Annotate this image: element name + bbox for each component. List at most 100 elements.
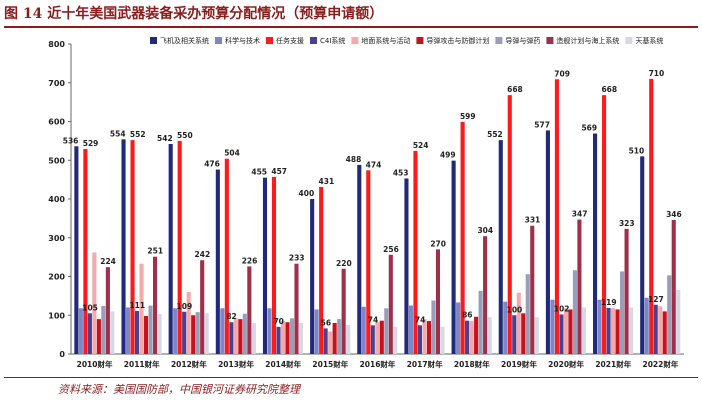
bar xyxy=(388,254,393,354)
bar xyxy=(366,170,371,354)
data-label: 304 xyxy=(477,226,493,235)
bar xyxy=(456,302,461,354)
bar xyxy=(247,266,252,354)
x-tick-label: 2020财年 xyxy=(548,359,584,369)
legend-item: 导弹攻击与防御计划 xyxy=(416,36,489,45)
data-label: 242 xyxy=(195,250,211,259)
data-label: 488 xyxy=(346,155,362,164)
x-tick-label: 2018财年 xyxy=(454,359,490,369)
data-label: 56 xyxy=(321,318,331,327)
bar xyxy=(465,320,470,354)
bar xyxy=(96,319,101,354)
data-label: 457 xyxy=(271,167,287,176)
data-label: 346 xyxy=(666,210,682,219)
x-tick-label: 2011财年 xyxy=(124,359,160,369)
data-label: 569 xyxy=(581,124,597,133)
legend-item: C4I系统 xyxy=(310,36,345,45)
bar xyxy=(182,311,187,354)
data-labels: 536 529 105 224 554 552 111 251 542 550 109 242 476 5… xyxy=(63,69,682,328)
bar xyxy=(370,325,375,354)
data-label: 504 xyxy=(224,149,240,158)
legend-swatch xyxy=(495,37,503,44)
bar xyxy=(87,313,92,354)
bar xyxy=(503,301,508,354)
legend-swatch xyxy=(150,37,157,44)
legend-item: 天基系统 xyxy=(625,36,663,45)
legend-swatch xyxy=(351,37,359,44)
bar xyxy=(624,228,629,354)
data-label: 109 xyxy=(177,302,193,311)
bar xyxy=(676,290,681,354)
data-label: 86 xyxy=(462,311,472,320)
legend-label: C4I系统 xyxy=(320,36,345,45)
bar xyxy=(435,249,441,354)
x-tick-label: 2019财年 xyxy=(501,359,537,369)
bar xyxy=(152,256,158,354)
data-label: 111 xyxy=(129,301,145,310)
data-label: 599 xyxy=(460,112,476,121)
y-tick-label: 200 xyxy=(48,273,65,282)
bar xyxy=(341,268,346,354)
data-label: 453 xyxy=(393,168,409,177)
y-tick-label: 400 xyxy=(48,195,65,204)
x-tick-label: 2016财年 xyxy=(360,359,396,369)
bar xyxy=(597,299,602,354)
bar xyxy=(346,324,351,354)
bar xyxy=(644,297,649,354)
bar xyxy=(215,169,220,354)
data-label: 554 xyxy=(110,129,126,138)
bar xyxy=(148,305,153,354)
bar xyxy=(229,322,234,354)
legend-swatch xyxy=(416,37,424,44)
bar xyxy=(512,315,517,354)
data-label: 668 xyxy=(507,85,523,94)
bar xyxy=(658,306,663,354)
bar xyxy=(602,95,607,355)
bar xyxy=(572,270,577,354)
bar xyxy=(649,78,654,354)
bar xyxy=(563,308,568,354)
bar xyxy=(173,308,178,354)
legend-label: 导弹攻击与防御计划 xyxy=(426,36,489,45)
bar xyxy=(606,307,611,354)
bar xyxy=(332,323,337,354)
x-tick-label: 2012财年 xyxy=(171,359,207,369)
data-label: 550 xyxy=(177,131,193,140)
bar xyxy=(667,275,672,354)
data-label: 119 xyxy=(601,298,617,307)
legend-item: 导弹与弹药 xyxy=(495,36,540,45)
legend-item: 飞机及相关系统 xyxy=(150,36,209,45)
data-label: 127 xyxy=(648,295,664,304)
legend-swatch xyxy=(266,37,273,44)
bar xyxy=(525,274,530,354)
bar xyxy=(328,331,333,354)
bar xyxy=(130,140,135,354)
bar xyxy=(251,323,256,354)
bar xyxy=(177,140,182,354)
bar xyxy=(375,322,380,354)
data-label: 102 xyxy=(554,304,570,313)
legend-item: 造舰计划与海上系统 xyxy=(546,36,619,45)
legend-label: 导弹与弹药 xyxy=(505,36,540,45)
bar xyxy=(507,95,512,355)
data-label: 476 xyxy=(204,160,220,169)
bar xyxy=(393,326,398,354)
bar xyxy=(581,307,586,354)
bar xyxy=(92,252,97,354)
legend-label: 造舰计划与海上系统 xyxy=(556,36,619,45)
bar xyxy=(298,323,304,354)
bar xyxy=(285,322,290,354)
data-label: 74 xyxy=(368,315,378,324)
legend-item: 地面系统与活动 xyxy=(351,36,410,45)
bar xyxy=(577,219,582,354)
bar xyxy=(186,292,191,354)
bar xyxy=(559,314,564,354)
bar xyxy=(276,326,281,354)
y-tick-label: 500 xyxy=(48,156,65,165)
bar xyxy=(267,308,272,354)
source-note: 资料来源：美国国防部，中国银河证券研究院整理 xyxy=(58,383,300,396)
bar xyxy=(220,308,225,354)
x-tick-label: 2017财年 xyxy=(407,359,443,369)
bar xyxy=(521,313,526,354)
bar xyxy=(498,140,503,354)
